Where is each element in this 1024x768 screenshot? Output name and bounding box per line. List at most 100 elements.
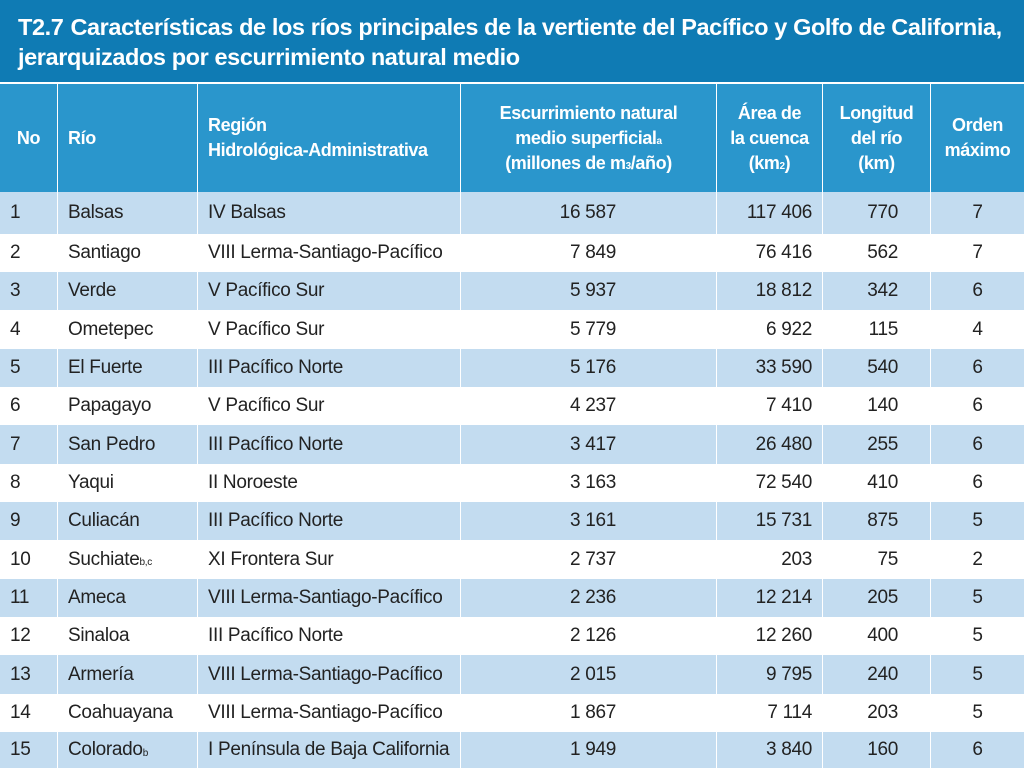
cell-escurrimiento: 2 126 (460, 617, 716, 655)
cell-rio: San Pedro (57, 425, 197, 464)
cell-orden: 6 (930, 272, 1024, 310)
cell-escurrimiento-text: 2 015 (569, 663, 616, 685)
cell-rio-text: El Fuerte (68, 357, 143, 378)
table-row: 4 Ometepec V Pacífico Sur 5 779 6 922 115 4 (0, 310, 1024, 349)
cell-rio-text: Ameca (68, 587, 126, 608)
header-long-line1: Longitud (839, 102, 914, 123)
cell-area: 6 922 (716, 310, 822, 349)
cell-no-text: 5 (10, 357, 21, 378)
cell-region-text: VIII Lerma-Santiago-Pacífico (208, 587, 443, 608)
cell-escurrimiento: 2 737 (460, 540, 716, 579)
cell-region: III Pacífico Norte (197, 425, 460, 464)
cell-region-text: V Pacífico Sur (208, 318, 325, 340)
cell-region: III Pacífico Norte (197, 502, 460, 540)
cell-no: 11 (0, 579, 57, 617)
cell-longitud-text: 160 (867, 739, 898, 760)
header-region: Región Hidrológica-Administrativa (197, 84, 460, 192)
table-title: T2.7 Características de los ríos principa… (0, 0, 1024, 82)
cell-orden-text: 6 (972, 280, 983, 301)
cell-orden-text: 6 (972, 472, 983, 493)
header-orden: Orden máximo (930, 84, 1024, 192)
table-row: 8 Yaqui II Noroeste 3 163 72 540 410 6 (0, 464, 1024, 502)
cell-area: 15 731 (716, 502, 822, 540)
cell-rio-text: Papagayo (68, 395, 152, 416)
cell-orden: 5 (930, 694, 1024, 732)
cell-escurrimiento: 16 587 (460, 192, 716, 234)
cell-rio: Papagayo (57, 387, 197, 425)
cell-escurrimiento-text: 5 779 (569, 318, 616, 340)
header-area-line3-a: (km (748, 152, 780, 173)
cell-longitud-text: 240 (867, 663, 898, 685)
cell-rio-text: Coahuayana (68, 702, 173, 723)
cell-longitud: 770 (822, 192, 930, 234)
cell-rio: Santiago (57, 234, 197, 272)
cell-rio: Sinaloa (57, 617, 197, 655)
cell-escurrimiento-text: 7 849 (569, 242, 616, 263)
cell-escurrimiento: 3 417 (460, 425, 716, 464)
table-code: T2.7 (18, 14, 64, 40)
table-header: No Río Región Hidrológica-Administrativa… (0, 82, 1024, 192)
cell-no-text: 10 (10, 548, 31, 570)
cell-region-text: V Pacífico Sur (208, 395, 325, 416)
cell-longitud-text: 140 (867, 395, 898, 416)
cell-area-text: 18 812 (755, 280, 813, 301)
cell-escurrimiento-text: 3 163 (569, 472, 616, 493)
cell-longitud: 205 (822, 579, 930, 617)
cell-no: 1 (0, 192, 57, 234)
cell-region-text: I Península de Baja California (208, 739, 450, 760)
cell-no: 15 (0, 732, 57, 768)
table-row: 3 Verde V Pacífico Sur 5 937 18 812 342 6 (0, 272, 1024, 310)
table-row: 2 Santiago VIII Lerma-Santiago-Pacífico 7 8… (0, 234, 1024, 272)
cell-longitud: 75 (822, 540, 930, 579)
header-area-line2: la cuenca (730, 127, 809, 148)
cell-area-text: 76 416 (755, 242, 813, 263)
header-esc-line3: (millones de m3/año) (500, 151, 678, 176)
table-row: 10 Suchiate b,c XI Frontera Sur 2 737 203 75 2 (0, 540, 1024, 579)
table-row: 15 Colorado b I Península de Baja Californi… (0, 732, 1024, 768)
cell-longitud: 342 (822, 272, 930, 310)
cell-region-text: III Pacífico Norte (208, 433, 344, 455)
cell-escurrimiento: 3 163 (460, 464, 716, 502)
cell-area: 9 795 (716, 655, 822, 694)
cell-orden: 2 (930, 540, 1024, 579)
cell-no-text: 2 (10, 242, 21, 263)
cell-longitud-text: 562 (867, 242, 898, 263)
cell-region: VIII Lerma-Santiago-Pacífico (197, 655, 460, 694)
cell-orden-text: 5 (972, 702, 983, 723)
cell-rio-text: Santiago (68, 242, 141, 263)
cell-orden-text: 6 (972, 739, 983, 760)
cell-orden: 5 (930, 655, 1024, 694)
cell-longitud-text: 875 (867, 510, 898, 531)
cell-rio: Suchiate b,c (57, 540, 197, 579)
cell-longitud: 160 (822, 732, 930, 768)
cell-escurrimiento: 1 867 (460, 694, 716, 732)
cell-orden: 6 (930, 732, 1024, 768)
cell-region-text: VIII Lerma-Santiago-Pacífico (208, 702, 443, 723)
cell-no: 4 (0, 310, 57, 349)
header-esc-line2: medio superficiala (500, 126, 678, 151)
cell-region-text: III Pacífico Norte (208, 357, 344, 378)
cell-longitud-text: 540 (867, 357, 898, 378)
cell-longitud: 255 (822, 425, 930, 464)
cell-region-text: III Pacífico Norte (208, 510, 344, 531)
cell-longitud-text: 255 (867, 433, 898, 455)
cell-no-text: 15 (10, 739, 31, 760)
cell-escurrimiento: 5 176 (460, 349, 716, 387)
cell-area-text: 26 480 (755, 433, 813, 455)
cell-orden-text: 7 (972, 202, 983, 223)
cell-region-text: VIII Lerma-Santiago-Pacífico (208, 242, 443, 263)
cell-rio-text: Ometepec (68, 318, 154, 340)
cell-region: VIII Lerma-Santiago-Pacífico (197, 694, 460, 732)
cell-area: 7 114 (716, 694, 822, 732)
cell-escurrimiento-text: 4 237 (569, 395, 616, 416)
cell-no-text: 1 (10, 202, 21, 223)
cell-no: 3 (0, 272, 57, 310)
cell-longitud: 562 (822, 234, 930, 272)
cell-escurrimiento: 3 161 (460, 502, 716, 540)
cell-orden: 6 (930, 349, 1024, 387)
cell-area: 12 214 (716, 579, 822, 617)
cell-rio: El Fuerte (57, 349, 197, 387)
cell-area-text: 15 731 (755, 510, 813, 531)
table-row: 9 Culiacán III Pacífico Norte 3 161 15 731 87… (0, 502, 1024, 540)
title-line-2: jerarquizados por escurrimiento natural … (18, 42, 1012, 72)
